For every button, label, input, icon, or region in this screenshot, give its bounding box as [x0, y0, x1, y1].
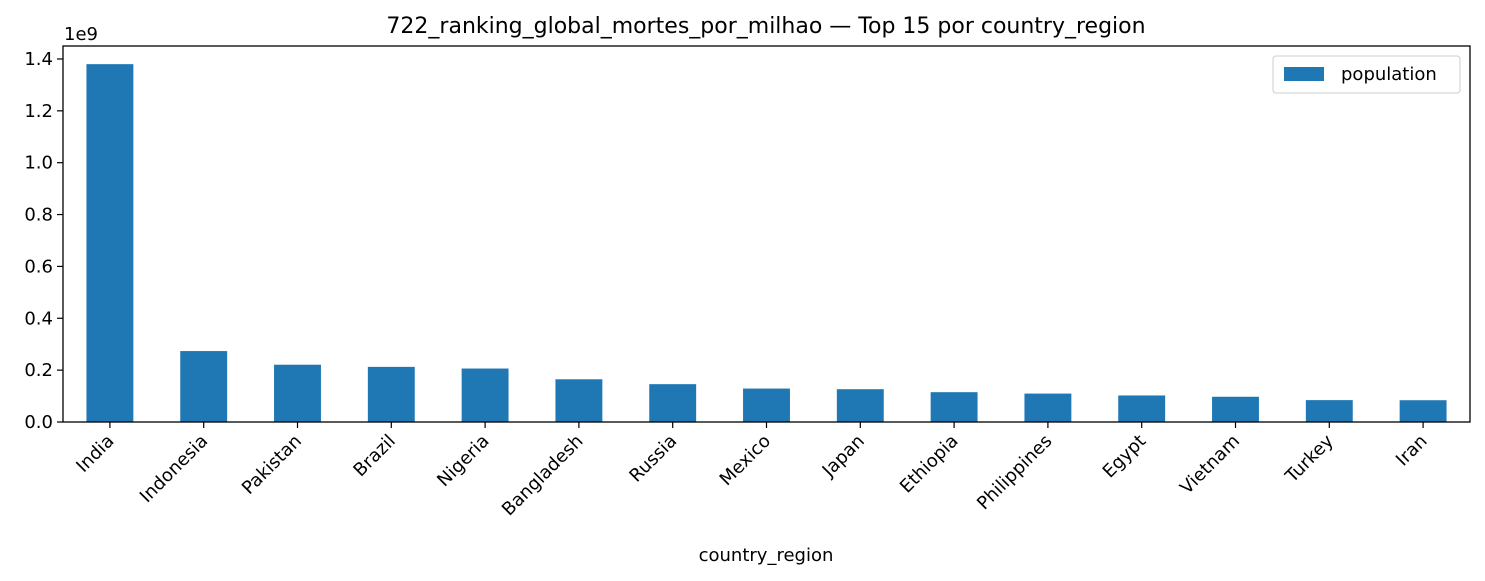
bars-group: [86, 64, 1447, 423]
legend-frame: [1272, 55, 1461, 94]
legend: population: [1272, 55, 1461, 94]
x-axis-ticks: India Indonesia Pakistan Brazil Nigeria Bangl…: [72, 422, 1432, 520]
x-tick-label: Japan: [818, 431, 869, 482]
x-tick-label: Egypt: [1099, 431, 1151, 483]
y-tick-label: 1.2: [24, 101, 53, 122]
y-tick-label: 1.4: [24, 49, 53, 70]
bar-ethiopia: [930, 392, 978, 422]
y-tick-label: 0.8: [24, 205, 53, 226]
y-tick-label: 1.0: [24, 153, 53, 174]
x-tick-label: Iran: [1392, 431, 1432, 471]
x-axis-label: country_region: [699, 545, 834, 566]
bar-japan: [836, 389, 884, 422]
chart-title: 722_ranking_global_mortes_por_milhao — T…: [386, 14, 1145, 39]
x-tick-label: Pakistan: [238, 431, 306, 499]
x-tick-label: Indonesia: [136, 431, 212, 507]
bar-nigeria: [461, 368, 509, 422]
x-tick-label: Nigeria: [433, 431, 493, 491]
x-tick-label: Turkey: [1281, 430, 1338, 487]
bar-indonesia: [180, 351, 228, 422]
bar-philippines: [1024, 393, 1072, 422]
bar-mexico: [743, 388, 790, 422]
bar-vietnam: [1212, 396, 1259, 422]
legend-label: population: [1341, 64, 1437, 85]
x-tick-label: India: [72, 431, 118, 477]
bar-turkey: [1305, 400, 1353, 422]
legend-swatch: [1284, 67, 1324, 81]
x-tick-label: Russia: [625, 431, 681, 487]
y-tick-label: 0.2: [24, 360, 53, 381]
x-tick-label: Philippines: [973, 431, 1056, 514]
bar-pakistan: [274, 364, 321, 422]
x-tick-label: Mexico: [716, 431, 775, 490]
y-tick-label: 0.0: [24, 412, 53, 433]
bar-india: [86, 64, 134, 423]
y-tick-label: 0.6: [24, 256, 53, 277]
bar-egypt: [1118, 395, 1166, 422]
x-tick-label: Bangladesh: [498, 431, 587, 520]
bar-brazil: [367, 366, 415, 422]
y-tick-label: 0.4: [24, 308, 53, 329]
plot-frame: [62, 45, 1471, 423]
bar-iran: [1399, 400, 1447, 422]
bar-bangladesh: [555, 379, 603, 422]
y-axis-offset-label: 1e9: [64, 24, 98, 45]
bar-russia: [649, 384, 697, 422]
x-tick-label: Vietnam: [1176, 431, 1244, 499]
y-axis-ticks: 0.0 0.2 0.4 0.6 0.8 1.0 1.2 1.4: [24, 49, 63, 433]
x-tick-label: Ethiopia: [896, 431, 963, 498]
x-tick-label: Brazil: [349, 431, 399, 481]
